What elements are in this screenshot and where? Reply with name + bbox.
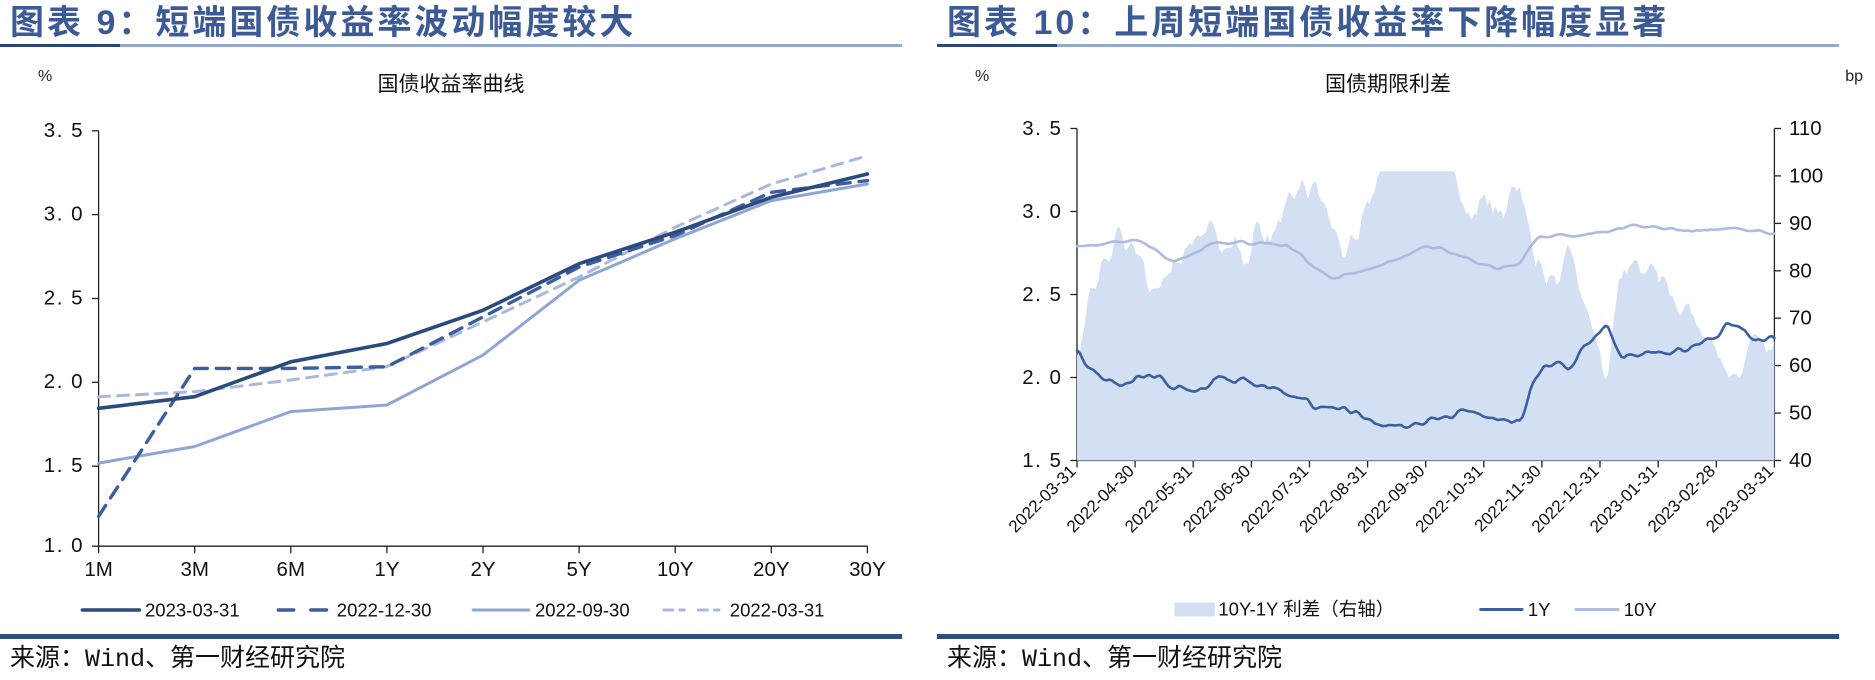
svg-text:30Y: 30Y bbox=[849, 558, 886, 581]
svg-text:60: 60 bbox=[1789, 354, 1812, 377]
svg-text:70: 70 bbox=[1789, 307, 1812, 330]
svg-text:3. 5: 3. 5 bbox=[1022, 117, 1062, 140]
svg-text:10Y: 10Y bbox=[657, 558, 694, 581]
svg-text:2. 0: 2. 0 bbox=[44, 370, 84, 393]
svg-text:40: 40 bbox=[1789, 449, 1812, 472]
svg-text:6M: 6M bbox=[277, 558, 305, 581]
svg-text:3M: 3M bbox=[180, 558, 208, 581]
svg-text:2. 5: 2. 5 bbox=[1022, 283, 1062, 306]
svg-text:50: 50 bbox=[1789, 402, 1812, 425]
svg-text:2. 5: 2. 5 bbox=[44, 286, 84, 309]
svg-text:2023-03-31: 2023-03-31 bbox=[145, 600, 240, 621]
svg-text:2022-09-30: 2022-09-30 bbox=[535, 600, 630, 621]
svg-text:1Y: 1Y bbox=[374, 558, 399, 581]
svg-text:1. 5: 1. 5 bbox=[1022, 449, 1062, 472]
svg-text:3. 5: 3. 5 bbox=[44, 119, 84, 142]
svg-text:20Y: 20Y bbox=[753, 558, 790, 581]
svg-text:5Y: 5Y bbox=[567, 558, 592, 581]
svg-text:110: 110 bbox=[1789, 117, 1822, 140]
svg-text:10Y-1Y 利差（右轴）: 10Y-1Y 利差（右轴） bbox=[1218, 599, 1394, 620]
svg-text:10Y: 10Y bbox=[1624, 599, 1657, 620]
svg-text:1. 5: 1. 5 bbox=[44, 454, 84, 477]
svg-text:90: 90 bbox=[1789, 212, 1812, 235]
svg-text:1Y: 1Y bbox=[1528, 599, 1551, 620]
svg-text:2022-12-30: 2022-12-30 bbox=[337, 600, 432, 621]
svg-text:80: 80 bbox=[1789, 259, 1812, 282]
svg-text:3. 0: 3. 0 bbox=[44, 203, 84, 226]
svg-text:2Y: 2Y bbox=[470, 558, 495, 581]
svg-text:1. 0: 1. 0 bbox=[44, 534, 84, 557]
svg-text:1M: 1M bbox=[84, 558, 112, 581]
svg-text:2022-03-31: 2022-03-31 bbox=[730, 600, 825, 621]
svg-text:3. 0: 3. 0 bbox=[1022, 200, 1062, 223]
svg-text:2. 0: 2. 0 bbox=[1022, 366, 1062, 389]
svg-text:100: 100 bbox=[1789, 164, 1823, 187]
